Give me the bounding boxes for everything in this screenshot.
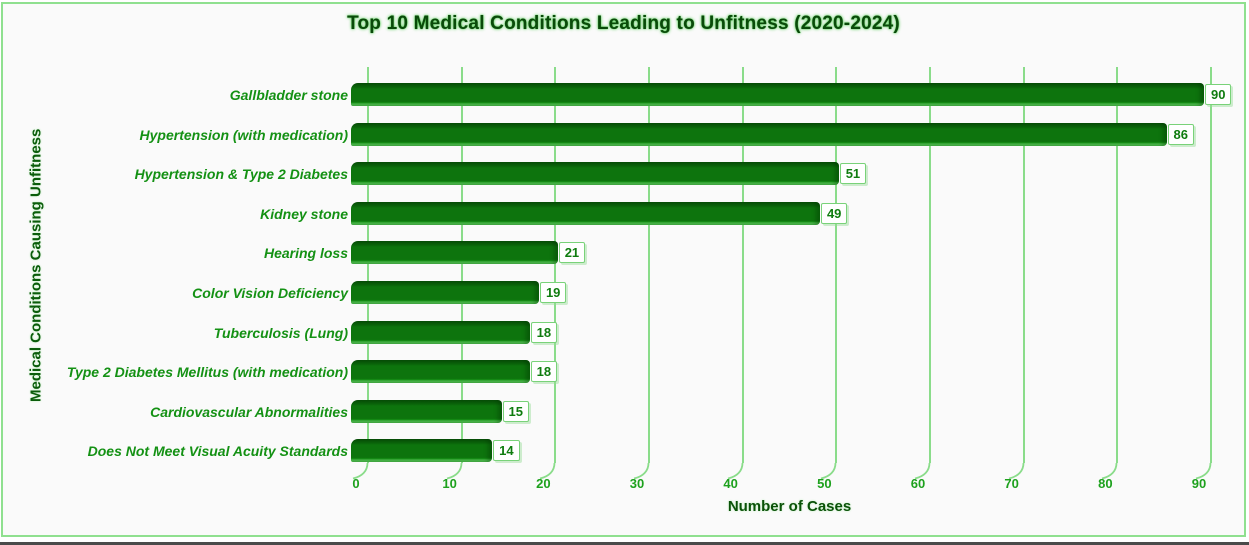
x-tick-label: 90 <box>1191 476 1207 491</box>
gridline <box>1116 67 1119 463</box>
bar <box>351 201 820 225</box>
bar <box>351 83 1204 106</box>
x-tick-label: 10 <box>442 476 457 491</box>
bar-row: Type 2 Diabetes Mellitus (with medicatio… <box>67 352 1211 392</box>
chart-frame: Top 10 Medical Conditions Leading to Unf… <box>1 2 1246 537</box>
value-label: 51 <box>839 163 867 185</box>
bar-row: Hearing loss 21 <box>264 233 1211 273</box>
category-label: Hypertension & Type 2 Diabetes <box>134 166 348 183</box>
bar <box>351 281 539 304</box>
axis-tick-curve <box>633 463 650 480</box>
gridline <box>929 67 931 463</box>
window-bottom-edge <box>0 542 1249 545</box>
axis-tick-curve <box>446 463 463 480</box>
plot-area: 0 10 20 30 40 50 60 70 80 90 <box>352 67 1212 491</box>
axis-tick-curve <box>727 463 744 480</box>
gridline <box>460 67 463 463</box>
bar-row: Hypertension & Type 2 Diabetes 51 <box>135 154 1211 194</box>
value-label: 90 <box>1205 84 1232 105</box>
axis-tick-curve <box>540 463 556 480</box>
value-label: 14 <box>493 440 520 462</box>
category-label: Kidney stone <box>260 205 348 222</box>
axis-tick-curve <box>914 463 931 480</box>
gridline <box>835 67 838 463</box>
x-tick-label: 70 <box>1004 476 1019 491</box>
gridline <box>1022 67 1025 463</box>
category-label: Tuberculosis (Lung) <box>213 324 348 341</box>
gridline <box>648 67 650 463</box>
gridline <box>1210 67 1212 463</box>
category-label: Does Not Meet Visual Acuity Standards <box>87 443 348 460</box>
bar <box>351 439 493 463</box>
x-tick-label: 0 <box>352 476 360 491</box>
bar <box>351 162 839 186</box>
category-label: Cardiovascular Abnormalities <box>150 403 348 420</box>
gridline <box>741 67 744 463</box>
value-label: 21 <box>558 242 586 264</box>
x-tick-label: 30 <box>629 476 645 491</box>
bars-container: Gallbladder stone 90 Hypertension (with me… <box>67 75 1232 471</box>
value-label: 18 <box>530 321 558 343</box>
value-label: 86 <box>1167 123 1194 145</box>
x-axis-title: Number of Cases <box>727 498 852 515</box>
axis-tick-curve <box>352 463 369 480</box>
bar <box>351 399 502 423</box>
gridline <box>554 67 557 463</box>
bar-row: Kidney stone 49 <box>260 194 1211 234</box>
axis-tick-curve <box>1195 463 1212 480</box>
bar <box>351 122 1167 146</box>
category-label: Type 2 Diabetes Mellitus (with medicatio… <box>66 364 348 381</box>
bar <box>351 320 530 344</box>
bar-row: Gallbladder stone 90 <box>230 75 1232 115</box>
category-label: Hypertension (with medication) <box>139 126 348 143</box>
bar-row: Does Not Meet Visual Acuity Standards 14 <box>88 431 1211 471</box>
value-label: 19 <box>539 282 567 303</box>
bar-row: Cardiovascular Abnormalities 15 <box>150 392 1211 432</box>
x-tick-label: 80 <box>1098 476 1113 491</box>
axis-tick-curve <box>1102 463 1118 480</box>
axis-tick-curve <box>821 463 837 480</box>
bar-row: Color Vision Deficiency 19 <box>192 273 1211 313</box>
category-label: Gallbladder stone <box>229 87 348 103</box>
value-label: 18 <box>530 361 558 383</box>
x-tick-label: 60 <box>910 476 926 491</box>
x-tick-label: 50 <box>817 476 832 491</box>
category-label: Hearing loss <box>263 245 348 262</box>
value-label: 49 <box>820 202 848 224</box>
gridline <box>367 67 369 463</box>
bar <box>351 241 558 265</box>
category-label: Color Vision Deficiency <box>192 285 348 301</box>
bar <box>351 360 530 384</box>
chart-title: Top 10 Medical Conditions Leading to Unf… <box>347 13 900 34</box>
x-tick-label: 20 <box>536 476 551 491</box>
bar-row: Tuberculosis (Lung) 18 <box>214 313 1211 353</box>
value-label: 15 <box>502 400 529 422</box>
axis-tick-curve <box>1008 463 1025 480</box>
x-tick-label: 40 <box>723 476 738 491</box>
bar-row: Hypertension (with medication) 86 <box>140 115 1211 155</box>
